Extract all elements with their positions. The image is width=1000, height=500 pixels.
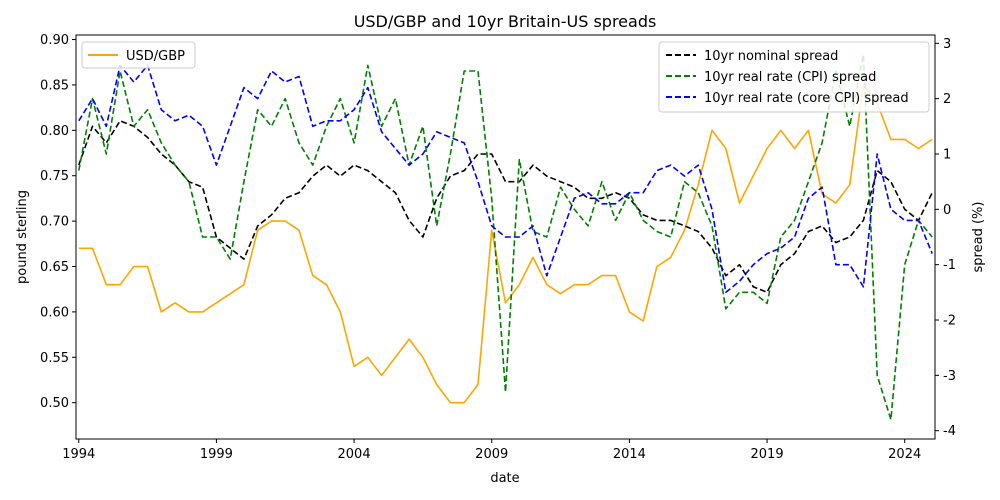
chart-title: USD/GBP and 10yr Britain-US spreads bbox=[354, 12, 657, 31]
y-right-tick-label-5: 1 bbox=[943, 147, 951, 162]
series-line-usd-gbp bbox=[78, 84, 933, 404]
x-tick-label-6: 2024 bbox=[888, 447, 921, 462]
y-left-tick-label-8: 0.90 bbox=[40, 33, 69, 48]
series-line-10yr-real-rate-core-cpi-spread bbox=[78, 64, 933, 294]
y-right-tick-label-7: 3 bbox=[943, 37, 951, 52]
x-axis-label: date bbox=[490, 471, 519, 486]
x-axis: 1994 1999 2004 2009 2014 2019 2024 bbox=[62, 439, 921, 462]
y-right-tick-label-0: -4 bbox=[943, 424, 956, 439]
x-tick-label-5: 2019 bbox=[751, 447, 784, 462]
y-left-tick-label-0: 0.50 bbox=[40, 396, 69, 411]
legend-left-label-usdgbp: USD/GBP bbox=[126, 49, 185, 64]
y-axis-label-left: pound sterling bbox=[15, 190, 30, 284]
legend-right-box bbox=[658, 41, 930, 113]
legend-left-box bbox=[81, 41, 196, 69]
legend-right-label-core-cpi: 10yr real rate (core CPI) spread bbox=[704, 91, 909, 106]
y-left-tick-label-1: 0.55 bbox=[40, 351, 69, 366]
legend-right: 10yr nominal spread 10yr real rate (CPI)… bbox=[658, 41, 930, 113]
y-left-tick-label-5: 0.75 bbox=[40, 169, 69, 184]
legend-left: USD/GBP bbox=[81, 41, 196, 69]
legend-right-label-cpi: 10yr real rate (CPI) spread bbox=[704, 70, 876, 85]
x-tick-label-4: 2014 bbox=[613, 447, 646, 462]
plot-frame bbox=[75, 34, 936, 440]
series-line-10yr-nominal-spread bbox=[78, 120, 933, 294]
x-tick-label-0: 1994 bbox=[62, 447, 95, 462]
series-line-10yr-real-rate-cpi-spread bbox=[78, 53, 933, 421]
y-left-tick-label-3: 0.65 bbox=[40, 260, 69, 275]
y-left-tick-label-2: 0.60 bbox=[40, 305, 69, 320]
y-left-tick-label-4: 0.70 bbox=[40, 215, 69, 230]
y-right-tick-label-1: -3 bbox=[943, 369, 956, 384]
y-axis-left: 0.50 0.55 0.60 0.65 0.70 0.75 0.80 0.85 0.90 bbox=[40, 33, 76, 411]
y-left-tick-label-7: 0.85 bbox=[40, 78, 69, 93]
y-right-tick-label-4: 0 bbox=[943, 203, 951, 218]
y-axis-right: -4 -3 -2 -1 0 1 2 3 bbox=[935, 37, 956, 439]
y-right-tick-label-2: -2 bbox=[943, 314, 956, 329]
y-axis-label-right: spread (%) bbox=[971, 202, 986, 273]
x-tick-label-2: 2004 bbox=[338, 447, 371, 462]
x-tick-label-1: 1999 bbox=[200, 447, 233, 462]
x-tick-label-3: 2009 bbox=[475, 447, 508, 462]
y-right-tick-label-3: -1 bbox=[943, 258, 956, 273]
series-group bbox=[78, 53, 933, 421]
y-right-tick-label-6: 2 bbox=[943, 92, 951, 107]
legend-right-label-nominal: 10yr nominal spread bbox=[704, 49, 838, 64]
y-left-tick-label-6: 0.80 bbox=[40, 124, 69, 139]
